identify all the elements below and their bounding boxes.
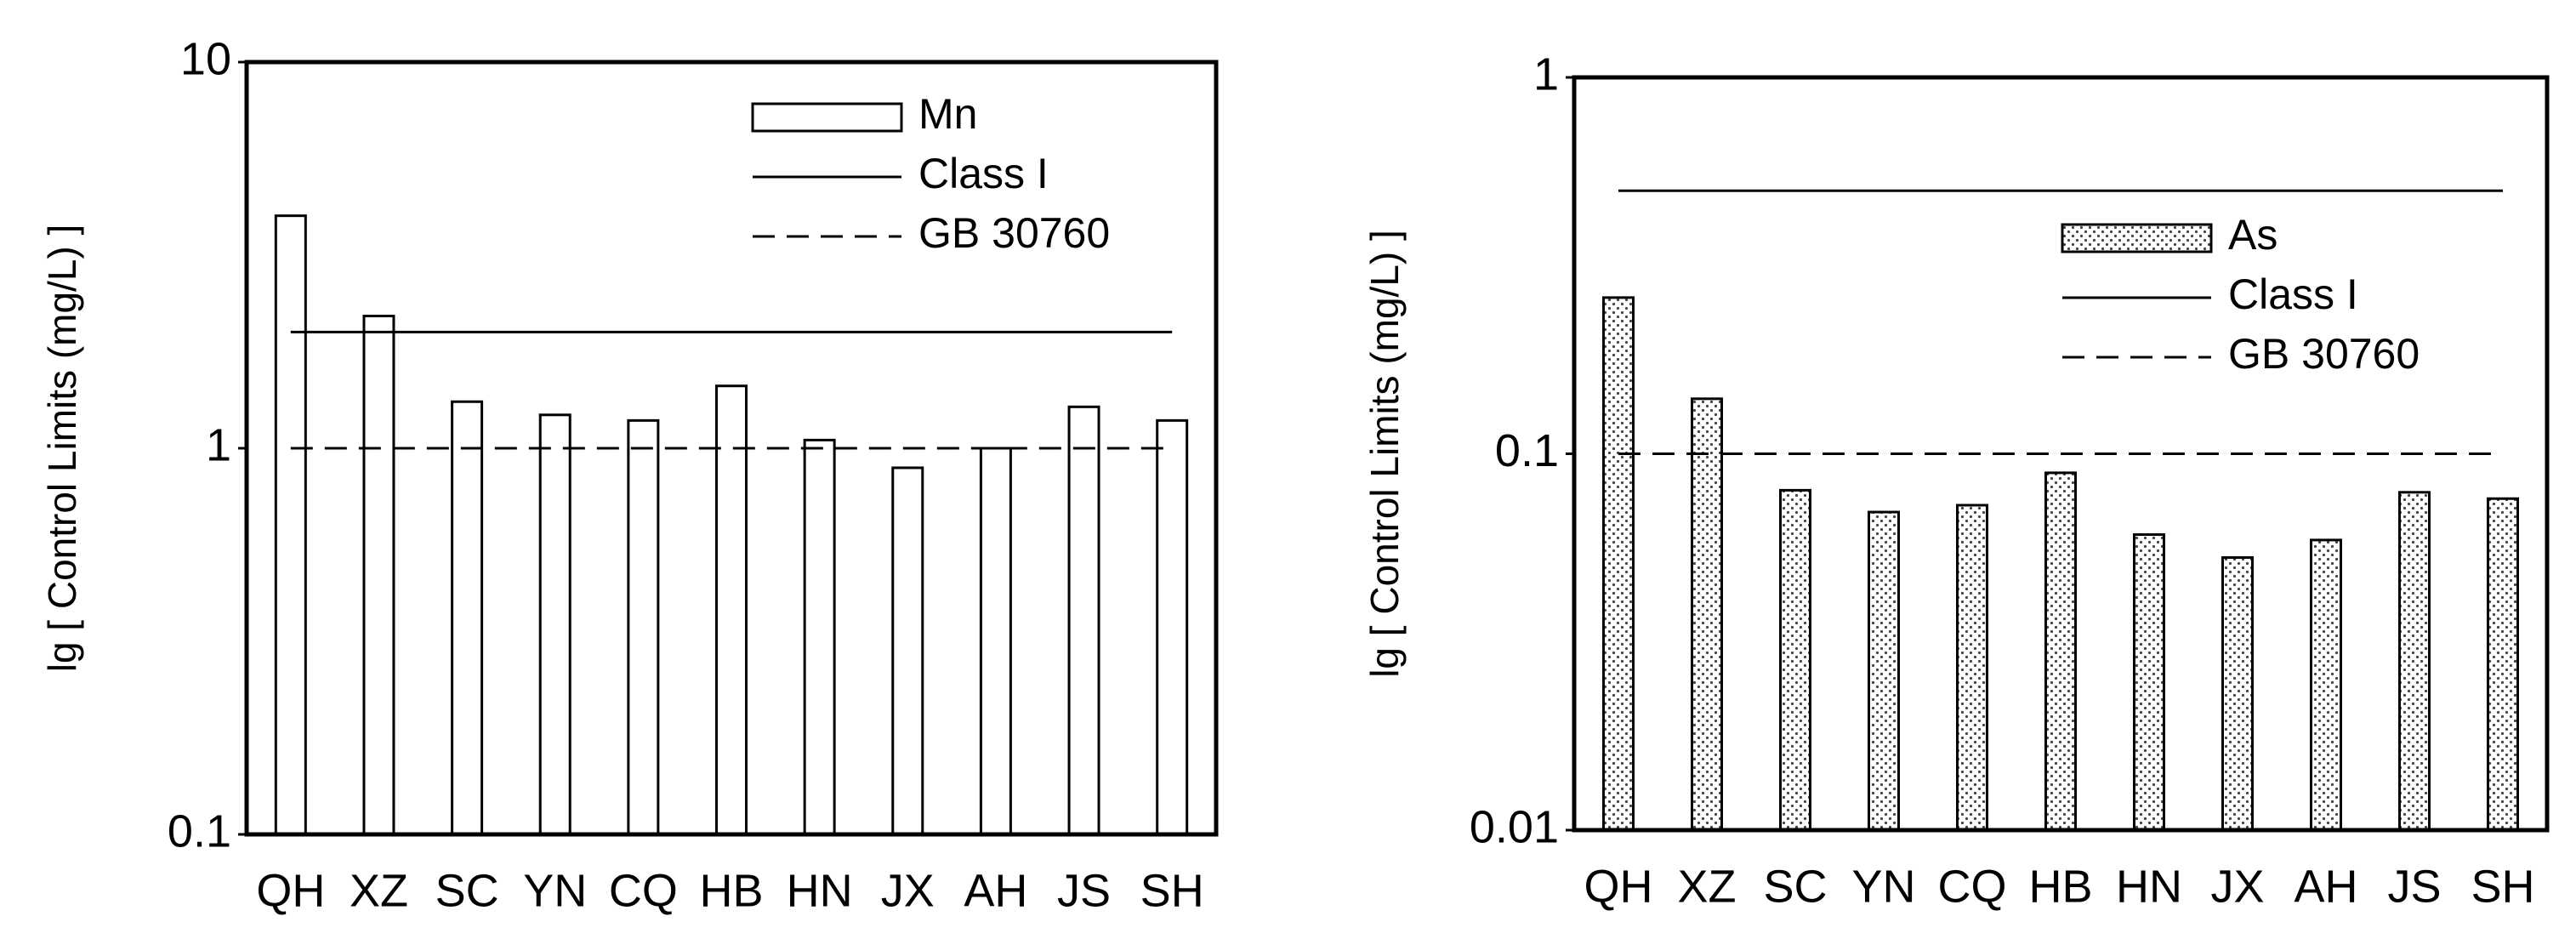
x-tick-label: JS <box>2387 861 2441 912</box>
x-tick-label: XZ <box>1677 861 1736 912</box>
x-tick-label: YN <box>1851 861 1915 912</box>
x-tick-label: SH <box>1140 865 1204 916</box>
x-tick-label: AH <box>964 865 1027 916</box>
x-tick-label: HN <box>2116 861 2182 912</box>
legend-swatch <box>751 102 903 133</box>
y-tick-label: 0.01 <box>1470 801 1559 852</box>
x-tick-label: JX <box>2210 861 2264 912</box>
legend-label: Class I <box>2228 270 2358 318</box>
x-tick-label: YN <box>523 865 587 916</box>
bar <box>627 418 660 836</box>
x-tick-label: JS <box>1057 865 1111 916</box>
y-tick-label: 0.1 <box>168 805 231 856</box>
bar <box>2044 471 2077 832</box>
x-tick-label: HB <box>2028 861 2092 912</box>
legend-label: GB 30760 <box>918 209 1110 257</box>
legend-label: Mn <box>918 90 977 138</box>
bar <box>362 315 395 836</box>
plot-frame <box>1572 75 2550 833</box>
x-tick-label: QH <box>1584 861 1653 912</box>
bar <box>274 214 307 836</box>
bar <box>2310 538 2342 832</box>
bar <box>1779 488 1811 832</box>
y-tick-label: 1 <box>1533 48 1559 100</box>
legend-swatch <box>2061 223 2213 253</box>
bar <box>803 438 836 836</box>
x-tick-label: HN <box>787 865 853 916</box>
x-tick-label: QH <box>256 865 325 916</box>
bar <box>979 447 1012 836</box>
x-tick-label: SC <box>1763 861 1827 912</box>
y-axis-label: lg [ Control Limits (mg/L) ] <box>1362 230 1407 678</box>
bar <box>451 400 484 836</box>
y-axis-label: lg [ Control Limits (mg/L) ] <box>40 225 84 673</box>
subplot: 0.1 1 10 QH XZ SC YN CQ HB HN JX AH JS SH lg [ Control… <box>40 33 1219 916</box>
y-tick-label: 10 <box>180 33 231 84</box>
x-tick-label: SH <box>2471 861 2534 912</box>
bar <box>715 384 748 836</box>
bar <box>538 413 571 836</box>
x-tick-label: CQ <box>609 865 678 916</box>
bar <box>2487 497 2519 832</box>
bar <box>891 466 924 836</box>
bar <box>1956 504 1988 832</box>
subplot: 0.01 0.1 1 QH XZ SC YN CQ HB HN JX AH JS SH lg [ Contr… <box>1362 48 2550 912</box>
x-tick-label: JX <box>881 865 935 916</box>
y-tick-label: 1 <box>206 419 231 470</box>
bar <box>2133 532 2165 832</box>
bar <box>1602 296 1635 832</box>
bar <box>1067 405 1100 836</box>
bar <box>1156 418 1189 836</box>
bar <box>2221 556 2254 832</box>
plot-frame <box>244 60 1219 837</box>
x-tick-label: HB <box>699 865 763 916</box>
y-tick-label: 0.1 <box>1495 425 1559 476</box>
bar <box>2398 491 2431 832</box>
x-tick-label: XZ <box>350 865 408 916</box>
x-tick-label: AH <box>2294 861 2357 912</box>
x-tick-label: CQ <box>1938 861 2007 912</box>
bar <box>1691 397 1723 832</box>
legend-label: GB 30760 <box>2228 330 2420 378</box>
x-tick-label: SC <box>435 865 499 916</box>
bar <box>1868 510 1900 832</box>
legend-label: As <box>2228 211 2277 259</box>
legend-label: Class I <box>918 150 1049 197</box>
